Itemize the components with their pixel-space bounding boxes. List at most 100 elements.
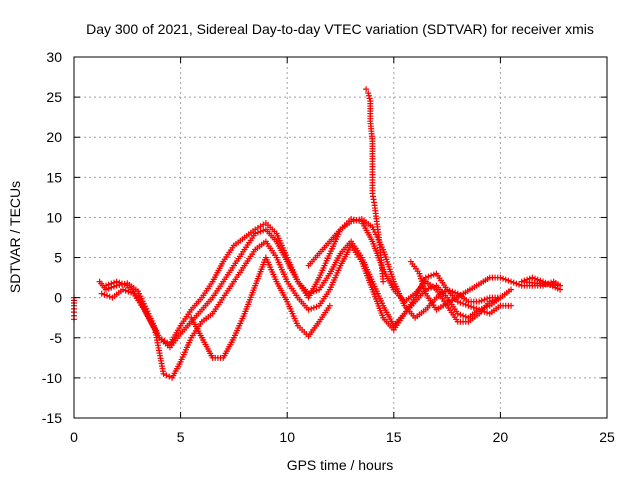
y-tick-label: 20 bbox=[46, 129, 62, 145]
data-point bbox=[428, 272, 435, 279]
data-point bbox=[521, 277, 528, 284]
x-tick-label: 5 bbox=[177, 429, 185, 445]
data-point bbox=[524, 276, 531, 283]
data-point bbox=[356, 216, 363, 223]
data-point bbox=[534, 276, 541, 283]
data-point bbox=[313, 303, 320, 310]
y-tick-label: 15 bbox=[46, 169, 62, 185]
data-point bbox=[257, 228, 264, 235]
y-tick-label: 30 bbox=[46, 49, 62, 65]
data-point bbox=[454, 298, 461, 305]
data-point bbox=[518, 278, 525, 285]
data-point bbox=[101, 291, 108, 298]
data-point bbox=[457, 299, 464, 306]
x-tick-label: 10 bbox=[279, 429, 295, 445]
data-point bbox=[446, 287, 453, 294]
data-point bbox=[348, 218, 355, 225]
data-point bbox=[120, 286, 127, 293]
plot-frame bbox=[73, 56, 608, 419]
grid-lines bbox=[74, 57, 607, 418]
data-point bbox=[305, 306, 312, 313]
data-point bbox=[110, 279, 117, 286]
data-point bbox=[308, 305, 315, 312]
data-point bbox=[468, 303, 475, 310]
data-point bbox=[476, 298, 483, 305]
chart-title: Day 300 of 2021, Sidereal Day-to-day VTE… bbox=[86, 21, 594, 37]
data-point bbox=[363, 86, 370, 93]
data-point bbox=[365, 92, 372, 99]
data-point bbox=[508, 286, 515, 293]
data-point bbox=[449, 288, 456, 295]
data-point bbox=[160, 370, 167, 377]
data-point bbox=[500, 275, 507, 282]
data-point bbox=[478, 307, 485, 314]
data-point bbox=[260, 227, 267, 234]
data-point bbox=[350, 217, 357, 224]
data-point bbox=[430, 271, 437, 278]
data-point bbox=[122, 287, 129, 294]
x-tick-label: 15 bbox=[386, 429, 402, 445]
data-point bbox=[98, 290, 105, 297]
data-point bbox=[108, 280, 115, 287]
data-point bbox=[497, 274, 504, 281]
y-tick-label: -15 bbox=[42, 410, 62, 426]
data-point bbox=[462, 313, 469, 320]
data-point bbox=[505, 277, 512, 284]
data-point bbox=[484, 295, 491, 302]
data-point bbox=[353, 217, 360, 224]
y-axis-label: SDTVAR / TECUs bbox=[7, 181, 23, 293]
data-point bbox=[532, 275, 539, 282]
data-point bbox=[460, 300, 467, 307]
data-point bbox=[508, 278, 515, 285]
data-point bbox=[473, 305, 480, 312]
data-point bbox=[481, 296, 488, 303]
data-point bbox=[457, 311, 464, 318]
data-point bbox=[104, 292, 111, 299]
y-tick-label: 25 bbox=[46, 89, 62, 105]
data-point bbox=[118, 280, 125, 287]
data-point bbox=[166, 373, 173, 380]
y-tick-label: 10 bbox=[46, 209, 62, 225]
data-point bbox=[510, 279, 517, 286]
data-point bbox=[326, 302, 333, 309]
y-tick-label: 5 bbox=[54, 250, 62, 266]
data-point bbox=[310, 304, 317, 311]
data-point bbox=[106, 293, 113, 300]
data-point bbox=[513, 280, 520, 287]
y-tick-label: -10 bbox=[42, 370, 62, 386]
x-tick-label: 20 bbox=[493, 429, 509, 445]
x-tick-label: 0 bbox=[70, 429, 78, 445]
x-axis-label: GPS time / hours bbox=[287, 457, 394, 473]
data-point bbox=[529, 274, 536, 281]
data-point bbox=[502, 276, 509, 283]
data-point bbox=[516, 281, 523, 288]
data-point bbox=[537, 277, 544, 284]
data-point bbox=[470, 304, 477, 311]
data-point bbox=[163, 372, 170, 379]
axis-ticks: 0 5 10 15 20 25 -15 -10 -5 0 5 10 15 20 25 30 bbox=[42, 49, 615, 445]
data-point bbox=[105, 281, 112, 288]
y-tick-label: 0 bbox=[54, 290, 62, 306]
data-point bbox=[113, 278, 120, 285]
data-point bbox=[484, 309, 491, 316]
data-point bbox=[454, 310, 461, 317]
data-point bbox=[425, 273, 432, 280]
data-point bbox=[116, 279, 123, 286]
data-point bbox=[444, 286, 451, 293]
data-point bbox=[365, 90, 372, 97]
data-point bbox=[121, 281, 128, 288]
data-point bbox=[366, 95, 373, 102]
data-point bbox=[478, 297, 485, 304]
data-point bbox=[526, 275, 533, 282]
data-point bbox=[484, 303, 491, 310]
data-point bbox=[497, 294, 504, 301]
x-tick-label: 25 bbox=[599, 429, 615, 445]
data-point bbox=[557, 286, 564, 293]
data-marks bbox=[71, 86, 564, 381]
data-point bbox=[508, 302, 515, 309]
y-tick-label: -5 bbox=[50, 330, 63, 346]
data-point bbox=[102, 282, 109, 289]
data-point bbox=[380, 278, 387, 285]
data-point bbox=[452, 289, 459, 296]
